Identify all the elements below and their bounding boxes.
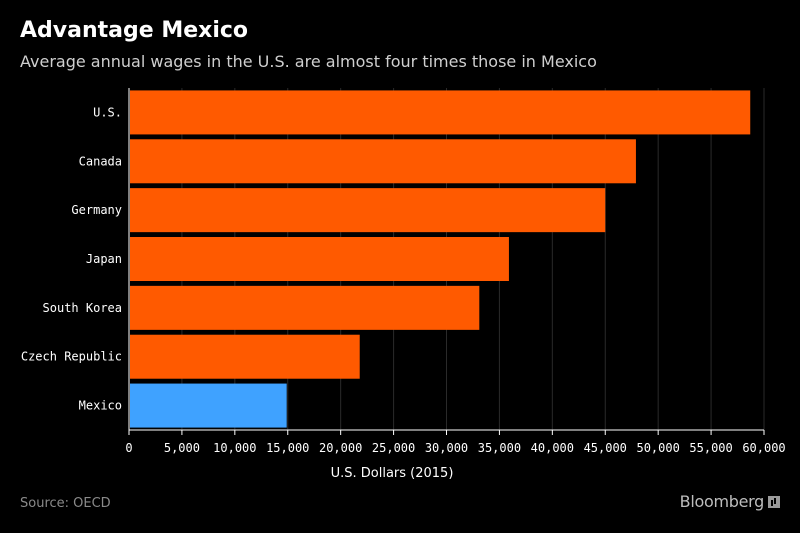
x-tick-label: 40,000	[531, 441, 574, 455]
category-label: Canada	[79, 154, 122, 168]
x-tick-label: 30,000	[425, 441, 468, 455]
category-label: Czech Republic	[21, 350, 122, 364]
bar-canada	[130, 139, 636, 184]
category-label: Japan	[86, 252, 122, 266]
chart-title: Advantage Mexico	[20, 18, 249, 43]
bar-south-korea	[130, 285, 480, 330]
x-tick-label: 35,000	[478, 441, 521, 455]
x-tick-label: 25,000	[372, 441, 415, 455]
bloomberg-chart-icon	[768, 495, 780, 508]
x-tick-label: 60,000	[742, 441, 785, 455]
category-label: Germany	[71, 203, 122, 217]
category-label: Mexico	[79, 399, 122, 413]
bar-germany	[130, 188, 606, 233]
chart-subtitle: Average annual wages in the U.S. are alm…	[20, 52, 597, 71]
brand-name: Bloomberg	[679, 492, 765, 511]
x-tick-label: 45,000	[584, 441, 627, 455]
bars	[130, 90, 751, 428]
x-tick-label: 55,000	[689, 441, 732, 455]
brand-logo: Bloomberg	[680, 492, 780, 511]
category-label: South Korea	[43, 301, 122, 315]
bar-japan	[130, 237, 509, 281]
x-tick-label: 0	[125, 441, 132, 455]
bar-u-s	[130, 90, 751, 135]
x-tick-label: 5,000	[164, 441, 200, 455]
x-tick-label: 15,000	[266, 441, 309, 455]
x-tick-label: 20,000	[319, 441, 362, 455]
bar-czech-republic	[130, 334, 360, 379]
source-note: Source: OECD	[20, 496, 111, 511]
x-axis-title: U.S. Dollars (2015)	[331, 466, 454, 481]
category-labels: U.S. Canada Germany Japan South Korea Czech R…	[21, 105, 122, 412]
x-tick-label: 50,000	[636, 441, 679, 455]
x-tick-label: 10,000	[213, 441, 256, 455]
category-label: U.S.	[93, 105, 122, 119]
bar-mexico	[130, 383, 287, 428]
x-axis: 0 5,000 10,000 15,000 20,000 25,000 30,000 35,0…	[125, 88, 786, 455]
